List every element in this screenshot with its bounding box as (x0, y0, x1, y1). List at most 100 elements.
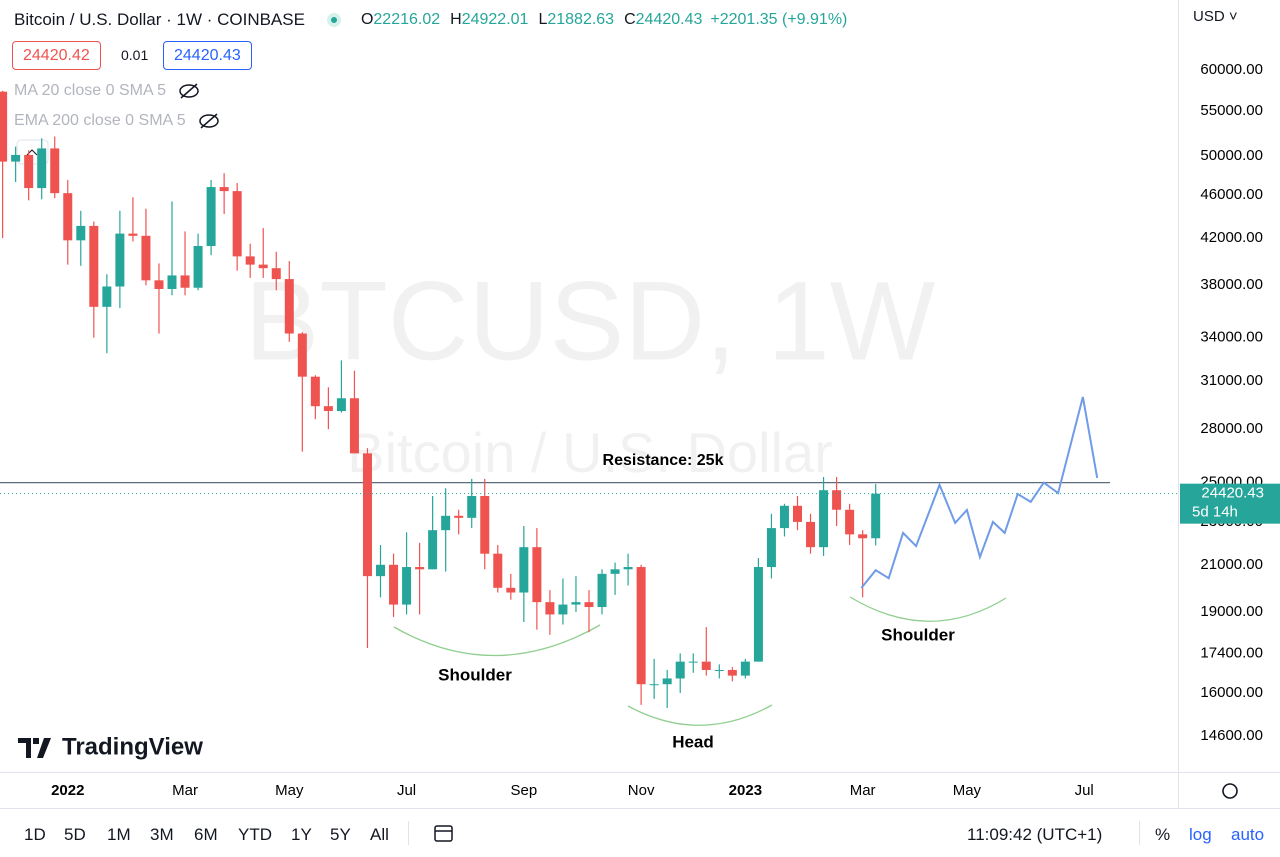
resistance-label: Resistance: 25k (603, 452, 724, 469)
ohlc-label: L (538, 11, 548, 28)
candle-body (636, 567, 646, 685)
indicator[interactable]: MA 20 close 0 SMA 5 (14, 82, 200, 100)
ohlc-value: 21882.63 (547, 11, 615, 28)
symbol-title: Bitcoin / U.S. Dollar · 1W · COINBASE (14, 10, 305, 29)
bid: 24420.42 (23, 47, 90, 64)
range-button[interactable]: All (370, 825, 389, 844)
candle-body (623, 567, 633, 570)
logo: TradingView (18, 733, 203, 760)
projection-line (860, 396, 1099, 589)
candle-body (662, 678, 672, 685)
legend: Bitcoin / U.S. Dollar · 1W · COINBASE O2… (14, 10, 847, 30)
hidden-icon (179, 83, 199, 99)
candle-body (310, 376, 320, 407)
x-tick-label: 2023 (729, 782, 762, 799)
y-tick-label: 31000.00 (1200, 372, 1263, 389)
candle-body (63, 193, 73, 241)
range-button[interactable]: 1M (107, 825, 131, 844)
y-tick-label: 28000.00 (1200, 420, 1263, 437)
candle-body (584, 602, 594, 608)
candle-body (753, 567, 763, 662)
currency: USD (1193, 8, 1225, 25)
candle-body (558, 604, 568, 615)
candle-body (89, 225, 99, 307)
candle-body (389, 564, 399, 605)
candle-body (714, 669, 724, 671)
ohlc-item: O22216.02 (361, 11, 440, 29)
logo-text: TradingView (62, 733, 203, 760)
goto-date-icon[interactable] (433, 823, 455, 843)
last-price-label: 24420.43 (1201, 485, 1264, 502)
candle-body (688, 661, 698, 663)
last-price-box (1180, 483, 1280, 524)
indicator[interactable]: EMA 200 close 0 SMA 5 (14, 112, 220, 130)
ask-box[interactable]: 24420.43 (163, 41, 252, 70)
candle-body (245, 256, 255, 265)
shoulder-arc (393, 624, 601, 657)
candle-body (415, 567, 425, 570)
divider (1139, 821, 1140, 845)
settings-icon[interactable] (1222, 783, 1238, 799)
candle-body (297, 333, 307, 377)
spread: 0.01 (121, 47, 149, 63)
y-tick-label: 17400.00 (1200, 644, 1263, 661)
candle-body (76, 225, 86, 241)
x-tick-label: May (275, 782, 304, 799)
candle-body (597, 573, 607, 608)
currency-select[interactable]: USD ˅ (1193, 8, 1238, 25)
candle-body (727, 669, 737, 676)
candle-body (11, 154, 21, 162)
candle-body (362, 453, 372, 577)
candle-body (0, 91, 8, 162)
candle-body (675, 661, 685, 679)
candle-body (845, 509, 855, 535)
candle-body (219, 187, 229, 192)
ohlc-item: C24420.43 (624, 11, 702, 29)
candle-body (467, 495, 477, 518)
range-button[interactable]: 3M (150, 825, 174, 844)
ohlc-item: H24922.01 (450, 11, 528, 29)
log-toggle[interactable]: log (1189, 825, 1212, 844)
watermark-sub: Bitcoin / U.S. Dollar (347, 421, 833, 484)
candle-body (701, 661, 711, 670)
x-tick-label: Mar (850, 782, 876, 799)
candle-body (571, 602, 581, 605)
x-tick-label: Jul (397, 782, 416, 799)
percent-toggle[interactable]: % (1155, 825, 1171, 844)
candle-body (284, 279, 294, 334)
candle-body (871, 493, 881, 539)
annotation: Shoulder (438, 665, 512, 684)
range-button[interactable]: 1Y (291, 825, 312, 844)
y-tick-label: 21000.00 (1200, 556, 1263, 573)
candle-body (441, 515, 451, 531)
ohlc-label: H (450, 11, 462, 28)
watermark: BTCUSD, 1W (245, 259, 936, 384)
candle-body (519, 547, 529, 593)
status-dot (326, 13, 341, 27)
bid-box[interactable]: 24420.42 (12, 41, 101, 70)
range-button[interactable]: 1D (24, 825, 46, 844)
hidden-icon (198, 113, 219, 129)
ohlc-label: O (360, 11, 374, 28)
plot-area (0, 90, 1110, 708)
candle-body (858, 534, 868, 539)
candle-body (532, 547, 542, 603)
candle-body (258, 264, 268, 269)
y-tick-label: 60000.00 (1200, 61, 1263, 78)
candle-body (480, 495, 490, 554)
candle-body (506, 587, 516, 593)
indicator-label: EMA 200 close 0 SMA 5 (14, 112, 186, 129)
range-button[interactable]: YTD (238, 825, 272, 844)
range-button[interactable]: 5Y (330, 825, 351, 844)
auto-toggle[interactable]: auto (1231, 825, 1265, 844)
candle-body (193, 245, 203, 288)
candle-body (832, 490, 842, 510)
range-button[interactable]: 5D (64, 825, 86, 844)
divider (408, 821, 409, 845)
annotation: Shoulder (881, 625, 955, 644)
ohlc-item: L21882.63 (538, 11, 614, 29)
range-button[interactable]: 6M (194, 825, 218, 844)
y-tick-label: 19000.00 (1200, 603, 1263, 620)
x-tick-label: Jul (1075, 782, 1094, 799)
